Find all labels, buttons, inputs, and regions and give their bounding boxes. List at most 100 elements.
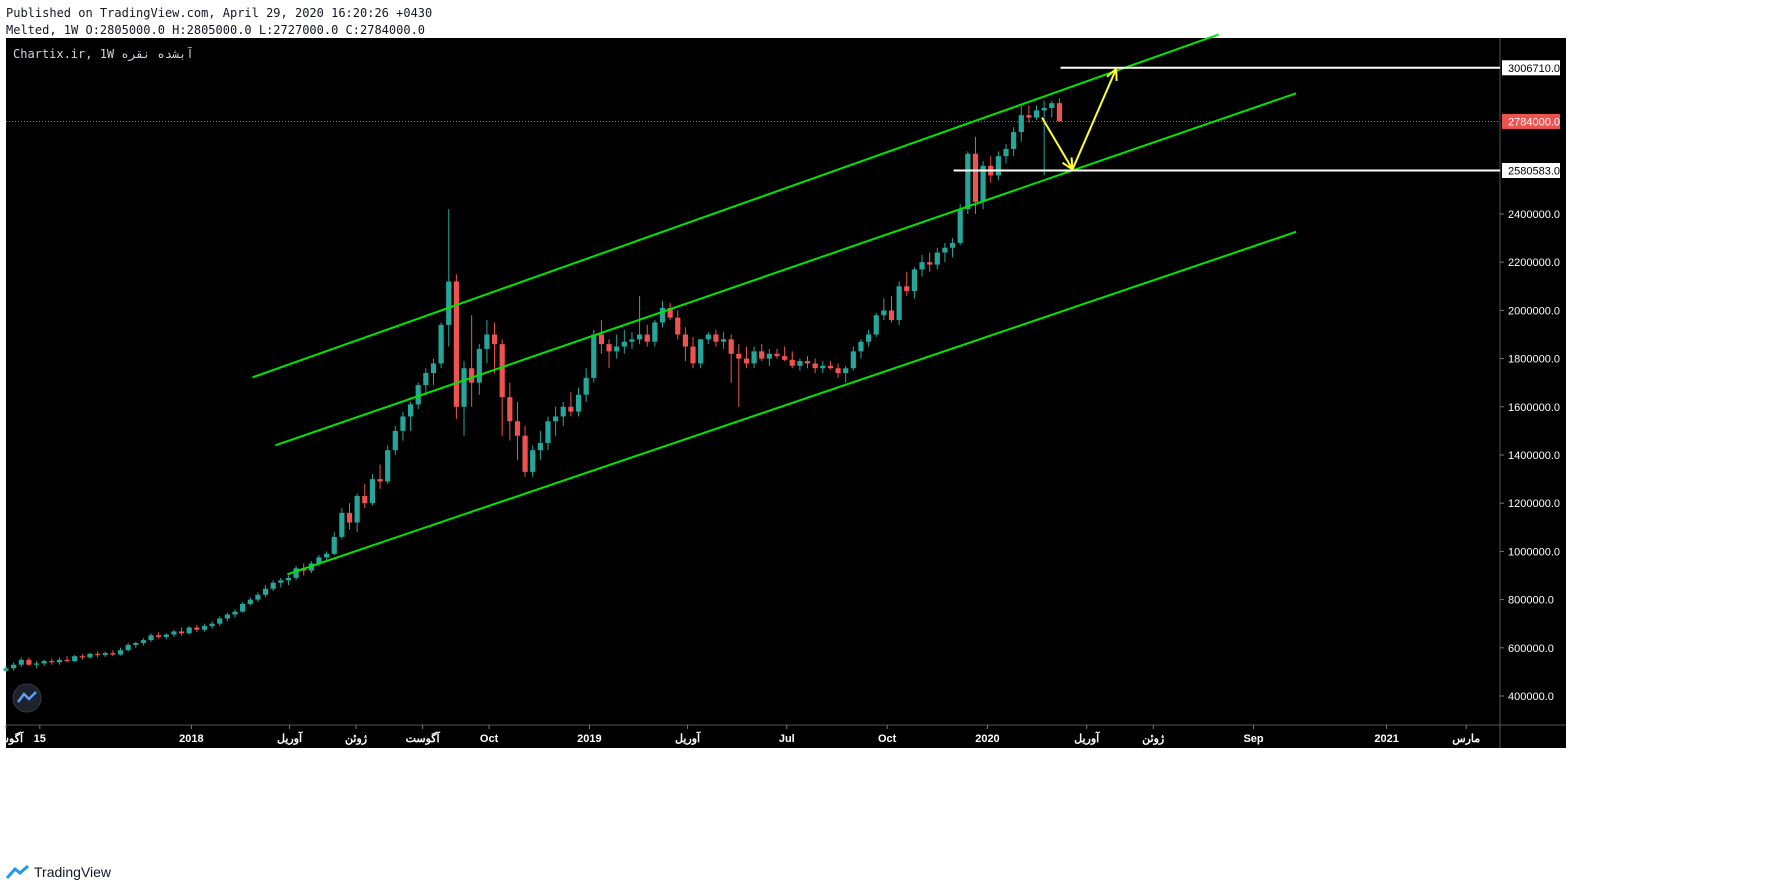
candle-body-35[interactable] (270, 582, 276, 589)
candle-body-12[interactable] (95, 653, 101, 656)
candle-body-65[interactable] (499, 344, 505, 398)
candle-body-72[interactable] (553, 416, 559, 422)
candle-body-138[interactable] (1056, 103, 1063, 122)
candle-body-50[interactable] (385, 450, 391, 482)
candle-body-10[interactable] (79, 656, 85, 658)
candle-body-66[interactable] (507, 397, 513, 422)
candle-body-49[interactable] (377, 479, 383, 482)
candle-body-81[interactable] (621, 341, 627, 347)
arrow-up[interactable] (1071, 68, 1118, 170)
candle-body-46[interactable] (354, 495, 360, 523)
candle-body-64[interactable] (491, 334, 498, 345)
candle-body-0[interactable] (3, 668, 9, 671)
candle-body-92[interactable] (705, 334, 711, 340)
candle-body-32[interactable] (247, 599, 253, 604)
candle-body-113[interactable] (865, 334, 872, 342)
candle-body-30[interactable] (232, 611, 238, 615)
candle-body-7[interactable] (56, 659, 63, 663)
candle-body-37[interactable] (285, 577, 292, 581)
candle-body-102[interactable] (782, 356, 788, 360)
candle-body-20[interactable] (156, 635, 162, 637)
candle-body-90[interactable] (690, 346, 696, 364)
candle-body-4[interactable] (33, 663, 40, 665)
arrow-down[interactable] (1041, 117, 1074, 170)
candle-body-115[interactable] (881, 310, 887, 316)
candle-body-13[interactable] (102, 653, 108, 656)
candle-body-16[interactable] (125, 644, 131, 651)
candle-body-127[interactable] (972, 153, 979, 202)
candle-body-128[interactable] (980, 165, 986, 202)
candle-body-105[interactable] (804, 361, 811, 364)
candle-body-62[interactable] (476, 348, 482, 383)
candle-body-131[interactable] (1003, 148, 1009, 157)
candle-body-18[interactable] (140, 640, 147, 643)
candle-body-2[interactable] (18, 659, 24, 665)
candle-body-98[interactable] (751, 351, 757, 364)
candle-body-126[interactable] (965, 153, 971, 210)
candle-body-26[interactable] (201, 626, 208, 630)
candle-body-41[interactable] (316, 557, 322, 564)
candle-body-132[interactable] (1011, 132, 1017, 149)
candle-body-58[interactable] (446, 281, 452, 325)
candle-body-69[interactable] (530, 450, 536, 472)
candle-body-60[interactable] (461, 368, 467, 407)
candle-body-87[interactable] (667, 307, 673, 318)
candle-body-1[interactable] (11, 664, 17, 669)
candle-body-79[interactable] (606, 344, 612, 352)
candle-body-25[interactable] (194, 627, 200, 630)
candle-body-14[interactable] (110, 653, 116, 655)
candle-body-82[interactable] (629, 339, 635, 342)
candle-body-31[interactable] (240, 603, 246, 612)
candle-body-93[interactable] (713, 334, 719, 342)
candle-body-52[interactable] (400, 416, 406, 431)
candle-body-103[interactable] (789, 359, 795, 366)
candle-body-116[interactable] (888, 310, 895, 321)
candle-body-24[interactable] (186, 627, 192, 634)
candle-body-106[interactable] (812, 363, 818, 369)
candle-body-104[interactable] (797, 361, 803, 366)
candle-body-57[interactable] (438, 324, 444, 364)
candle-body-111[interactable] (850, 351, 856, 369)
candle-body-22[interactable] (171, 631, 177, 635)
candle-body-117[interactable] (896, 286, 902, 321)
candle-body-29[interactable] (224, 614, 230, 619)
candle-body-99[interactable] (759, 351, 765, 359)
candle-body-121[interactable] (927, 262, 933, 265)
candle-body-100[interactable] (766, 353, 772, 359)
candle-body-101[interactable] (774, 353, 780, 357)
candle-body-27[interactable] (209, 623, 215, 627)
candle-body-6[interactable] (49, 661, 55, 663)
candle-body-107[interactable] (820, 365, 826, 369)
candle-body-114[interactable] (873, 315, 879, 335)
channel-upper[interactable] (252, 33, 1219, 379)
candle-body-28[interactable] (217, 618, 223, 624)
candle-body-19[interactable] (148, 635, 154, 641)
candle-body-125[interactable] (957, 209, 963, 243)
candle-body-67[interactable] (514, 421, 521, 436)
candle-body-78[interactable] (598, 334, 605, 345)
channel-lower[interactable] (287, 230, 1297, 576)
candle-body-136[interactable] (1041, 107, 1047, 111)
candle-body-73[interactable] (560, 406, 566, 417)
candle-body-43[interactable] (331, 536, 337, 554)
candle-body-119[interactable] (911, 269, 917, 292)
candle-body-84[interactable] (644, 334, 650, 342)
candle-body-21[interactable] (163, 634, 169, 637)
candle-body-61[interactable] (469, 368, 475, 383)
candle-body-63[interactable] (484, 334, 490, 349)
candle-body-76[interactable] (583, 377, 589, 395)
candle-body-45[interactable] (346, 512, 353, 523)
candle-body-133[interactable] (1018, 115, 1024, 133)
candle-body-120[interactable] (919, 262, 925, 270)
candle-body-94[interactable] (720, 339, 727, 342)
candle-body-137[interactable] (1049, 103, 1055, 108)
candle-body-96[interactable] (736, 353, 742, 359)
candle-body-118[interactable] (904, 286, 910, 292)
candle-body-75[interactable] (575, 394, 582, 412)
candle-body-112[interactable] (858, 341, 864, 352)
candle-body-15[interactable] (117, 650, 124, 655)
channel-middle[interactable] (275, 92, 1297, 447)
candle-body-68[interactable] (522, 435, 528, 472)
candle-body-51[interactable] (392, 430, 398, 451)
